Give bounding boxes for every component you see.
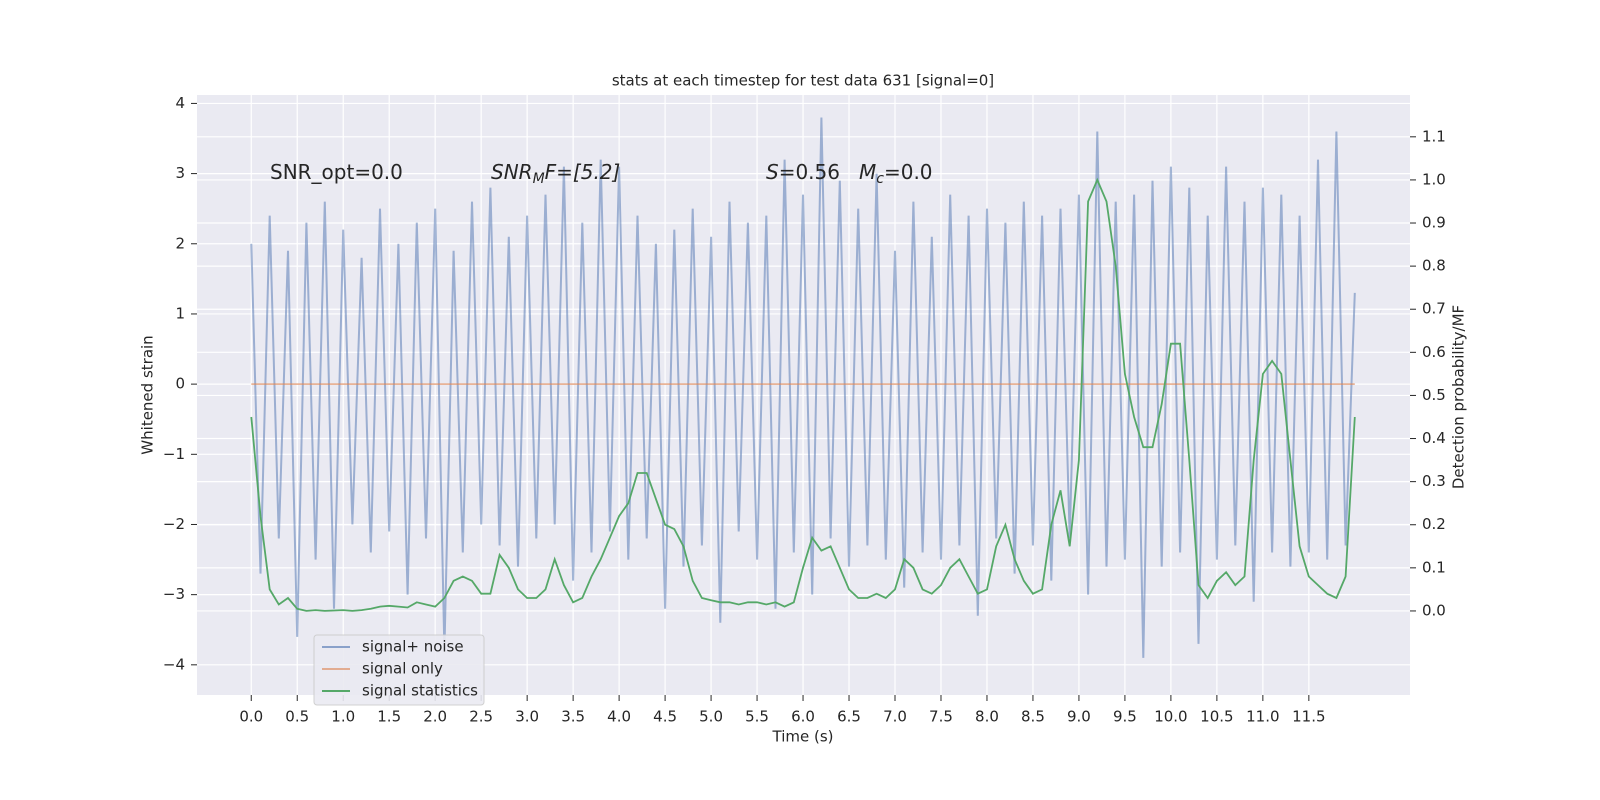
annotation: SNRMF=[5.2]	[491, 160, 620, 188]
y-tick-label: 2	[175, 234, 185, 252]
legend-label: signal+ noise	[362, 638, 464, 656]
legend-label: signal statistics	[362, 682, 478, 700]
legend-label: signal only	[362, 660, 443, 678]
x-tick-label: 4.5	[653, 708, 677, 726]
y-tick-label: 0	[175, 375, 185, 393]
x-tick-label: 5.5	[745, 708, 769, 726]
annotation: Mc=0.0	[859, 160, 933, 188]
x-tick-label: 2.5	[469, 708, 493, 726]
y2-tick-label: 0.7	[1422, 300, 1446, 318]
annotation-part: F=[5.2]	[545, 160, 621, 184]
y2-tick-label: 0.9	[1422, 214, 1446, 232]
annotation-part: =0.0	[884, 160, 933, 184]
x-tick-label: 5.0	[699, 708, 723, 726]
x-axis-label: Time (s)	[772, 728, 834, 746]
x-tick-label: 1.0	[331, 708, 355, 726]
x-tick-label: 8.0	[975, 708, 999, 726]
x-tick-label: 3.5	[561, 708, 585, 726]
annotation-part: S	[766, 160, 779, 184]
annotation: SNR_opt=0.0	[270, 160, 403, 184]
x-tick-label: 7.0	[883, 708, 907, 726]
series-line	[250, 117, 1356, 658]
y2-tick-label: 0.2	[1422, 515, 1446, 533]
x-tick-label: 11.0	[1246, 708, 1279, 726]
x-tick-label: 1.5	[377, 708, 401, 726]
y2-tick-label: 0.0	[1422, 601, 1446, 619]
series-line	[250, 177, 1356, 612]
y-tick-label: −3	[163, 585, 185, 603]
x-tick-label: 11.5	[1292, 708, 1325, 726]
y2-tick-label: 1.1	[1422, 127, 1446, 145]
y2-tick-label: 1.0	[1422, 170, 1446, 188]
x-tick-label: 10.0	[1154, 708, 1187, 726]
y2-tick-label: 0.3	[1422, 472, 1446, 490]
x-tick-label: 4.0	[607, 708, 631, 726]
y2-axis-label: Detection probability/MF	[1450, 305, 1468, 489]
x-tick-label: 6.0	[791, 708, 815, 726]
y2-tick-label: 0.5	[1422, 386, 1446, 404]
x-tick-label: 6.5	[837, 708, 861, 726]
y-tick-label: 1	[175, 304, 185, 322]
legend-box	[313, 634, 485, 706]
x-tick-label: 7.5	[929, 708, 953, 726]
annotation-part: SNR_opt=0.0	[270, 160, 403, 184]
x-tick-label: 8.5	[1021, 708, 1045, 726]
y2-tick-label: 0.8	[1422, 257, 1446, 275]
y-tick-label: −1	[163, 445, 185, 463]
x-tick-label: 3.0	[515, 708, 539, 726]
x-tick-label: 9.0	[1067, 708, 1091, 726]
y-tick-label: 3	[175, 164, 185, 182]
y-tick-label: −2	[163, 515, 185, 533]
x-tick-label: 0.0	[239, 708, 263, 726]
y2-tick-label: 0.4	[1422, 429, 1446, 447]
y-tick-label: 4	[175, 94, 185, 112]
x-tick-label: 10.5	[1200, 708, 1233, 726]
y-axis-label: Whitened strain	[139, 335, 157, 454]
annotation-part: M	[533, 171, 545, 187]
annotation-part: M	[859, 160, 876, 184]
annotation-part: =0.56	[779, 160, 840, 184]
annotation: S=0.56	[766, 160, 840, 184]
annotation-part: SNR	[491, 160, 533, 184]
y2-tick-label: 0.6	[1422, 343, 1446, 361]
y-tick-label: −4	[163, 655, 185, 673]
y2-tick-label: 0.1	[1422, 558, 1446, 576]
annotation-part: c	[876, 171, 884, 187]
x-tick-label: 9.5	[1113, 708, 1137, 726]
x-tick-label: 2.0	[423, 708, 447, 726]
x-tick-label: 0.5	[285, 708, 309, 726]
chart-title: stats at each timestep for test data 631…	[612, 72, 994, 90]
